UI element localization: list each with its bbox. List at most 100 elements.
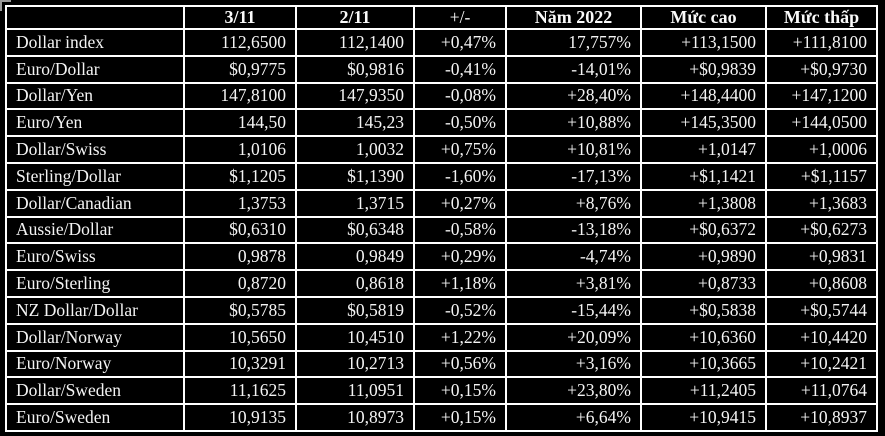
value-cell: 147,8100: [183, 81, 297, 111]
instrument-label: Aussie/Dollar: [5, 215, 185, 245]
value-cell: -0,52%: [413, 295, 507, 325]
table-row: Dollar/Yen 147,8100 147,9350 -0,08% +28,40% +…: [5, 81, 878, 111]
cropped-gridline-artifact: [0, 0, 11, 11]
value-cell: +10,4420: [765, 322, 878, 352]
value-cell: +0,75%: [413, 135, 507, 164]
value-cell: +$0,6372: [640, 215, 767, 245]
value-cell: $0,5819: [295, 295, 415, 325]
value-cell: +0,15%: [413, 403, 507, 432]
col-header-ytd: Năm 2022: [505, 5, 642, 30]
header-row: 3/11 2/11 +/- Năm 2022 Mức cao Mức thấp: [5, 5, 878, 30]
value-cell: -0,41%: [413, 54, 507, 84]
fx-rates-table: 3/11 2/11 +/- Năm 2022 Mức cao Mức thấp …: [5, 5, 878, 432]
value-cell: +10,88%: [505, 108, 642, 138]
value-cell: -17,13%: [505, 161, 642, 191]
value-cell: +10,6360: [640, 322, 767, 352]
value-cell: +11,2405: [640, 376, 767, 406]
col-header-high: Mức cao: [640, 5, 767, 30]
instrument-label: Dollar/Canadian: [5, 188, 185, 218]
value-cell: 1,0106: [183, 135, 297, 164]
value-cell: 112,6500: [183, 28, 297, 57]
table-row: Euro/Swiss 0,9878 0,9849 +0,29% -4,74% +0,989…: [5, 242, 878, 272]
value-cell: +145,3500: [640, 108, 767, 138]
value-cell: 0,8720: [183, 269, 297, 298]
value-cell: -0,58%: [413, 215, 507, 245]
value-cell: +23,80%: [505, 376, 642, 406]
value-cell: +$0,9839: [640, 54, 767, 84]
value-cell: +10,81%: [505, 135, 642, 164]
value-cell: 11,0951: [295, 376, 415, 406]
value-cell: $0,5785: [183, 295, 297, 325]
value-cell: $0,6348: [295, 215, 415, 245]
instrument-label: NZ Dollar/Dollar: [5, 295, 185, 325]
instrument-label: Dollar/Swiss: [5, 135, 185, 164]
value-cell: +0,27%: [413, 188, 507, 218]
value-cell: +144,0500: [765, 108, 878, 138]
value-cell: +10,9415: [640, 403, 767, 432]
value-cell: +0,15%: [413, 376, 507, 406]
instrument-label: Dollar index: [5, 28, 185, 57]
value-cell: +$1,1157: [765, 161, 878, 191]
col-header-change: +/-: [413, 5, 507, 30]
value-cell: +$0,6273: [765, 215, 878, 245]
instrument-label: Euro/Norway: [5, 349, 185, 379]
value-cell: +0,56%: [413, 349, 507, 379]
table-row: Dollar/Sweden 11,1625 11,0951 +0,15% +23,80%…: [5, 376, 878, 406]
value-cell: +8,76%: [505, 188, 642, 218]
value-cell: -0,08%: [413, 81, 507, 111]
col-header-date-previous: 2/11: [295, 5, 415, 30]
instrument-label: Sterling/Dollar: [5, 161, 185, 191]
value-cell: 0,9849: [295, 242, 415, 272]
value-cell: $0,9816: [295, 54, 415, 84]
value-cell: +1,3808: [640, 188, 767, 218]
value-cell: $1,1205: [183, 161, 297, 191]
value-cell: +0,9890: [640, 242, 767, 272]
value-cell: 145,23: [295, 108, 415, 138]
value-cell: -4,74%: [505, 242, 642, 272]
value-cell: 112,1400: [295, 28, 415, 57]
value-cell: 1,0032: [295, 135, 415, 164]
value-cell: +0,29%: [413, 242, 507, 272]
value-cell: +1,22%: [413, 322, 507, 352]
table-row: Euro/Norway 10,3291 10,2713 +0,56% +3,16% +10…: [5, 349, 878, 379]
table-row: Euro/Sterling 0,8720 0,8618 +1,18% +3,81% +0,…: [5, 269, 878, 298]
table-row: Euro/Yen 144,50 145,23 -0,50% +10,88% +145,35…: [5, 108, 878, 138]
value-cell: 10,2713: [295, 349, 415, 379]
table-row: NZ Dollar/Dollar $0,5785 $0,5819 -0,52% -15,…: [5, 295, 878, 325]
value-cell: -15,44%: [505, 295, 642, 325]
value-cell: -14,01%: [505, 54, 642, 84]
value-cell: +0,9831: [765, 242, 878, 272]
value-cell: 17,757%: [505, 28, 642, 57]
value-cell: +1,3683: [765, 188, 878, 218]
table-row: Dollar/Canadian 1,3753 1,3715 +0,27% +8,76% +…: [5, 188, 878, 218]
value-cell: -1,60%: [413, 161, 507, 191]
table-row: Dollar index 112,6500 112,1400 +0,47% 17,757…: [5, 28, 878, 57]
value-cell: 0,9878: [183, 242, 297, 272]
value-cell: +10,8937: [765, 403, 878, 432]
value-cell: 147,9350: [295, 81, 415, 111]
value-cell: $0,6310: [183, 215, 297, 245]
value-cell: -13,18%: [505, 215, 642, 245]
value-cell: 0,8618: [295, 269, 415, 298]
value-cell: 1,3753: [183, 188, 297, 218]
instrument-label: Euro/Sterling: [5, 269, 185, 298]
value-cell: +0,47%: [413, 28, 507, 57]
value-cell: $1,1390: [295, 161, 415, 191]
value-cell: -0,50%: [413, 108, 507, 138]
value-cell: +$1,1421: [640, 161, 767, 191]
value-cell: +6,64%: [505, 403, 642, 432]
value-cell: 10,9135: [183, 403, 297, 432]
value-cell: +148,4400: [640, 81, 767, 111]
value-cell: 10,4510: [295, 322, 415, 352]
value-cell: +$0,9730: [765, 54, 878, 84]
value-cell: +0,8733: [640, 269, 767, 298]
value-cell: +1,18%: [413, 269, 507, 298]
instrument-label: Dollar/Yen: [5, 81, 185, 111]
value-cell: +113,1500: [640, 28, 767, 57]
value-cell: 1,3715: [295, 188, 415, 218]
instrument-label: Dollar/Sweden: [5, 376, 185, 406]
value-cell: +11,0764: [765, 376, 878, 406]
value-cell: +10,2421: [765, 349, 878, 379]
value-cell: +147,1200: [765, 81, 878, 111]
